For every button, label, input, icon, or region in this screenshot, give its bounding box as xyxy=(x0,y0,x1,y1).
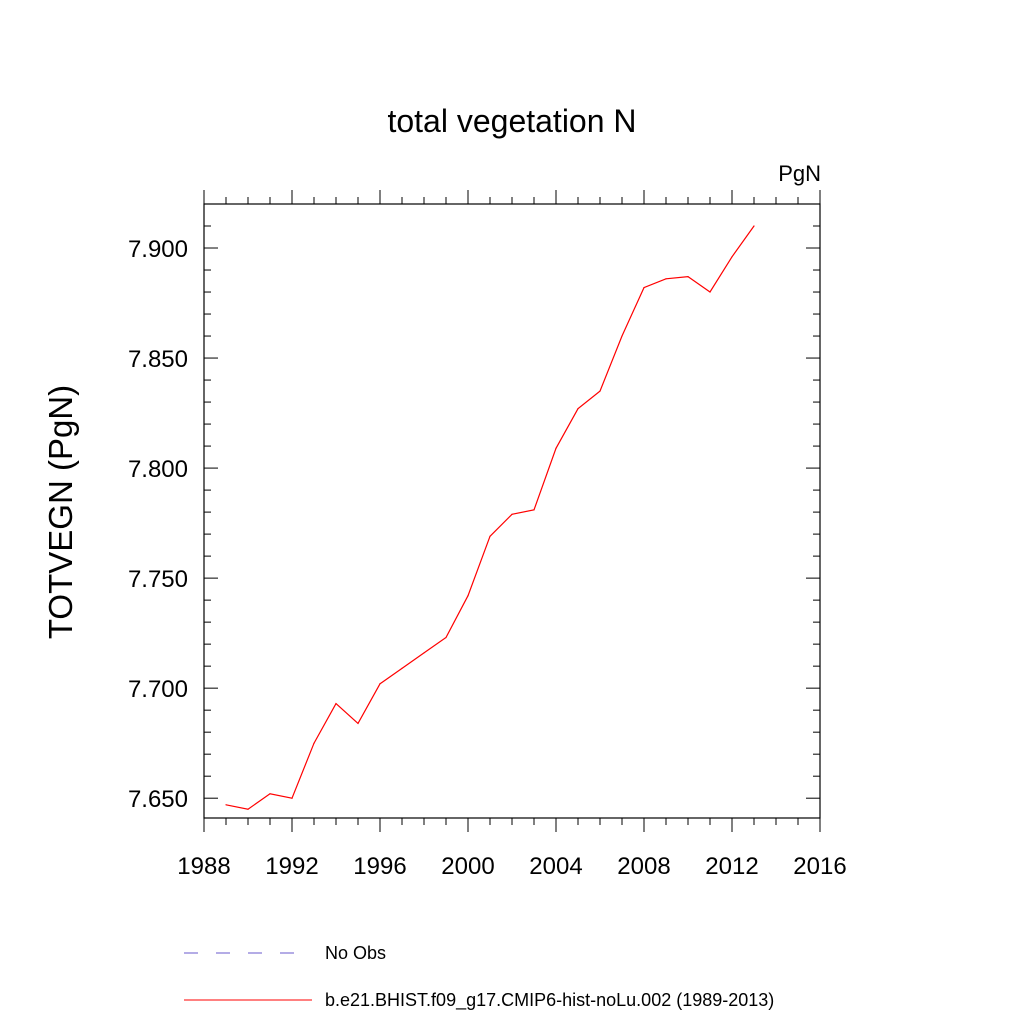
data-point xyxy=(511,513,513,515)
x-tick-label: 1992 xyxy=(265,853,318,880)
x-tick-label: 2008 xyxy=(617,853,670,880)
data-point xyxy=(599,390,601,392)
y-tick-label: 7.750 xyxy=(128,566,188,593)
series-line xyxy=(225,225,755,810)
data-point xyxy=(247,808,249,810)
data-point xyxy=(467,595,469,597)
x-tick-label: 2012 xyxy=(705,853,758,880)
data-point xyxy=(533,509,535,511)
data-point xyxy=(225,804,227,806)
units-label: PgN xyxy=(778,161,821,186)
y-tick-label: 7.850 xyxy=(128,346,188,373)
data-point xyxy=(709,291,711,293)
data-point xyxy=(423,652,425,654)
data-point xyxy=(555,447,557,449)
x-tick-label: 2004 xyxy=(529,853,582,880)
data-point xyxy=(621,335,623,337)
x-tick-label: 2000 xyxy=(441,853,494,880)
data-point xyxy=(489,535,491,537)
data-point xyxy=(291,797,293,799)
data-point xyxy=(335,702,337,705)
plot-frame xyxy=(203,203,821,819)
series-layer xyxy=(225,225,755,810)
x-tick-label: 1996 xyxy=(353,853,406,880)
x-tick-label: 1988 xyxy=(177,853,230,880)
axes: 1988 1992 1996 2000 2004 2008 2012 2016 7.650 7.7… xyxy=(128,190,847,880)
chart-title: total vegetation N xyxy=(387,103,636,139)
data-point xyxy=(269,793,271,795)
data-point xyxy=(731,256,733,258)
legend-label-no-obs: No Obs xyxy=(325,943,386,963)
data-point xyxy=(379,683,381,685)
data-point xyxy=(445,636,447,639)
data-point xyxy=(401,667,403,669)
y-tick-label: 7.700 xyxy=(128,676,188,703)
data-point xyxy=(357,722,359,724)
legend-label-series: b.e21.BHIST.f09_g17.CMIP6-hist-noLu.002 … xyxy=(325,990,774,1011)
y-tick-label: 7.800 xyxy=(128,456,188,483)
x-tick-label: 2016 xyxy=(793,853,846,880)
data-point xyxy=(643,287,645,289)
legend: No Obs b.e21.BHIST.f09_g17.CMIP6-hist-no… xyxy=(184,943,774,1011)
y-axis-label: TOTVEGN (PgN) xyxy=(42,385,79,639)
data-point xyxy=(313,742,315,744)
data-point xyxy=(665,278,667,280)
data-point xyxy=(753,225,755,227)
y-tick-label: 7.650 xyxy=(128,786,188,813)
y-tick-label: 7.900 xyxy=(128,236,188,263)
data-point xyxy=(577,408,579,410)
data-point xyxy=(687,276,689,278)
